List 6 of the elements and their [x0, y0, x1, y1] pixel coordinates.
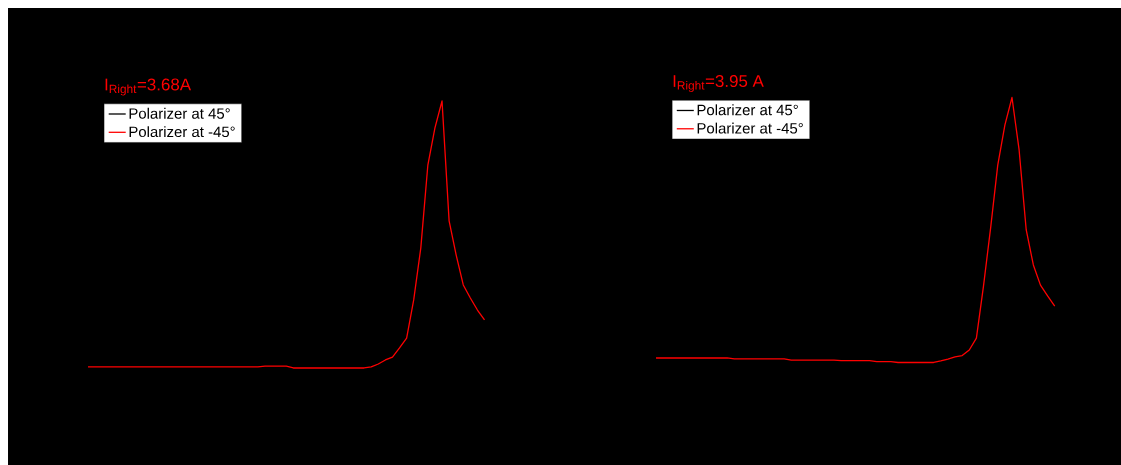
legend-label: Polarizer at 45°: [129, 107, 230, 119]
text: I$_{Right}$=3.68A: [105, 78, 192, 96]
legend-label: Polarizer at -45°: [697, 122, 803, 134]
text: I$_{Right}$=3.95 A: [673, 75, 764, 92]
legend-label: Polarizer at 45°: [697, 104, 798, 116]
legend-label: Polarizer at -45°: [129, 126, 235, 138]
